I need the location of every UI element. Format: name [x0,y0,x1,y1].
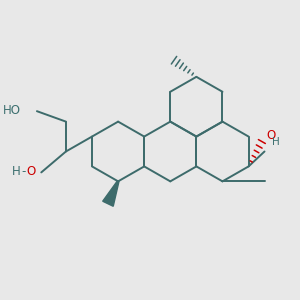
Text: O: O [267,129,276,142]
Text: H: H [272,136,280,147]
Text: -: - [21,165,26,178]
Text: H: H [12,165,21,178]
Text: O: O [27,165,36,178]
Text: HO: HO [3,104,21,117]
Polygon shape [103,181,119,206]
